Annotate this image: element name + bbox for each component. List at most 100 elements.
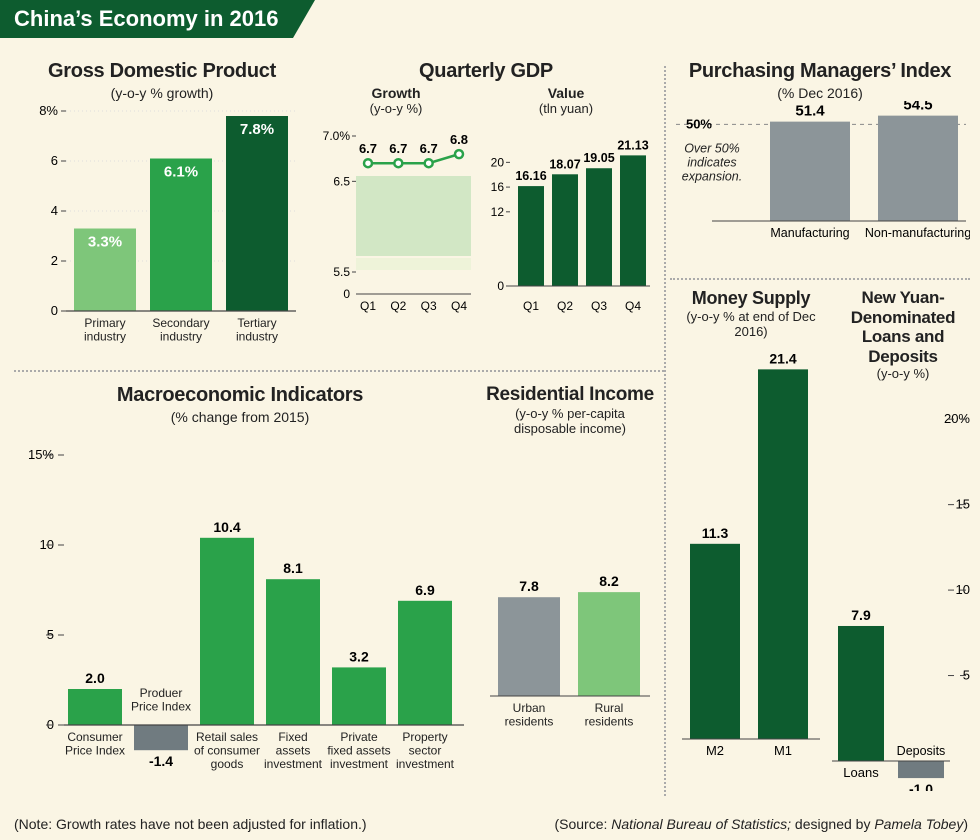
svg-text:10.4: 10.4 bbox=[213, 519, 240, 535]
svg-text:3.2: 3.2 bbox=[349, 648, 369, 664]
svg-text:M1: M1 bbox=[774, 743, 792, 758]
svg-text:Manufacturing: Manufacturing bbox=[770, 226, 849, 240]
gdp-chart: Gross Domestic Product (y-o-y % growth) … bbox=[22, 60, 302, 366]
pmi-title: Purchasing Managers’ Index bbox=[670, 60, 970, 83]
svg-text:6: 6 bbox=[51, 153, 58, 168]
svg-text:0: 0 bbox=[497, 279, 504, 293]
svg-text:21.4: 21.4 bbox=[769, 350, 796, 366]
svg-text:6.1%: 6.1% bbox=[164, 164, 198, 181]
svg-text:ConsumerPrice Index: ConsumerPrice Index bbox=[65, 730, 125, 757]
pmi-bars: 50% Over 50%indicatesexpansion. 51.4 Manufa… bbox=[670, 101, 970, 261]
macro-chart: Macroeconomic Indicators (% change from … bbox=[10, 384, 470, 800]
svg-text:Q4: Q4 bbox=[451, 299, 467, 313]
svg-text:Secondaryindustry: Secondaryindustry bbox=[152, 316, 209, 343]
qgdp-growth-line: 0 5.5 6.5 7.0% 6.7 Q1 6.7 Q2 6.7 Q3 6.8 Q4 bbox=[316, 116, 476, 334]
svg-text:16.16: 16.16 bbox=[515, 169, 546, 183]
qgdp-growth-title: Growth bbox=[316, 85, 476, 101]
svg-text:Q2: Q2 bbox=[557, 299, 573, 313]
gdp-subtitle: (y-o-y % growth) bbox=[22, 85, 302, 101]
pmi-subtitle: (% Dec 2016) bbox=[670, 85, 970, 101]
svg-text:20%: 20% bbox=[944, 411, 970, 426]
svg-text:Q2: Q2 bbox=[390, 299, 406, 313]
money-subtitle: (y-o-y % at end of Dec 2016) bbox=[676, 309, 826, 339]
svg-text:6.9: 6.9 bbox=[415, 582, 435, 598]
svg-text:6.7: 6.7 bbox=[389, 141, 407, 156]
qgdp-chart: Quarterly GDP Growth (y-o-y %) 0 5.5 6.5 7.… bbox=[316, 60, 656, 339]
qgdp-value-sub: (tln yuan) bbox=[476, 101, 656, 116]
loans-title: New Yuan-Denominated Loans and Deposits bbox=[830, 288, 976, 366]
svg-text:51.4: 51.4 bbox=[795, 103, 825, 120]
svg-text:16: 16 bbox=[491, 180, 505, 194]
qgdp-title: Quarterly GDP bbox=[316, 60, 656, 83]
res-bars: 7.8Urbanresidents8.2Ruralresidents bbox=[480, 436, 660, 746]
svg-text:6.8: 6.8 bbox=[450, 132, 468, 147]
svg-text:Q3: Q3 bbox=[421, 299, 437, 313]
svg-text:Fixedassetsinvestment: Fixedassetsinvestment bbox=[264, 730, 323, 771]
svg-text:Primaryindustry: Primaryindustry bbox=[84, 316, 126, 343]
residential-chart: Residential Income (y-o-y % per-capita d… bbox=[480, 384, 660, 751]
svg-text:Q1: Q1 bbox=[360, 299, 376, 313]
qgdp-value-bars: 012162016.16Q118.07Q219.05Q321.13Q4 bbox=[476, 116, 656, 334]
svg-text:7.8%: 7.8% bbox=[240, 121, 274, 138]
divider-v bbox=[664, 66, 666, 796]
svg-text:Urbanresidents: Urbanresidents bbox=[505, 701, 554, 728]
svg-text:6.7: 6.7 bbox=[359, 141, 377, 156]
macro-title: Macroeconomic Indicators bbox=[10, 384, 470, 407]
svg-text:8.2: 8.2 bbox=[599, 573, 619, 589]
svg-text:15: 15 bbox=[956, 497, 970, 512]
svg-text:19.05: 19.05 bbox=[583, 151, 614, 165]
svg-text:2: 2 bbox=[51, 253, 58, 268]
svg-text:20: 20 bbox=[491, 155, 505, 169]
svg-text:50%: 50% bbox=[686, 116, 712, 131]
svg-text:Loans: Loans bbox=[843, 765, 879, 780]
svg-text:Q3: Q3 bbox=[591, 299, 607, 313]
svg-text:-1.0: -1.0 bbox=[909, 781, 933, 791]
svg-text:4: 4 bbox=[51, 203, 58, 218]
svg-text:8.1: 8.1 bbox=[283, 560, 303, 576]
loans-bars: 5101520%7.9Loans-1.0Deposits bbox=[830, 381, 976, 791]
svg-text:Q1: Q1 bbox=[523, 299, 539, 313]
svg-text:21.13: 21.13 bbox=[617, 138, 648, 152]
loans-chart: New Yuan-Denominated Loans and Deposits … bbox=[830, 288, 976, 796]
svg-text:11.3: 11.3 bbox=[702, 525, 729, 541]
svg-text:7.9: 7.9 bbox=[851, 607, 871, 623]
loans-subtitle: (y-o-y %) bbox=[830, 366, 976, 381]
page-title: China’s Economy in 2016 bbox=[0, 0, 293, 38]
svg-text:ProduerPrice Index: ProduerPrice Index bbox=[131, 686, 191, 713]
svg-text:Non-manufacturing: Non-manufacturing bbox=[865, 226, 970, 240]
money-chart: Money Supply (y-o-y % at end of Dec 2016… bbox=[676, 288, 826, 774]
divider-h1 bbox=[14, 370, 664, 372]
pmi-chart: Purchasing Managers’ Index (% Dec 2016) … bbox=[670, 60, 970, 266]
qgdp-growth-sub: (y-o-y %) bbox=[316, 101, 476, 116]
macro-bars: 051015%2.0ConsumerPrice Index-1.4Produer… bbox=[10, 425, 470, 795]
svg-text:Over 50%indicatesexpansion.: Over 50%indicatesexpansion. bbox=[682, 141, 742, 183]
svg-text:3.3%: 3.3% bbox=[88, 234, 122, 251]
svg-text:5.5: 5.5 bbox=[333, 265, 350, 279]
footer-note: (Note: Growth rates have not been adjust… bbox=[14, 816, 367, 832]
svg-text:M2: M2 bbox=[706, 743, 724, 758]
res-subtitle: (y-o-y % per-capita disposable income) bbox=[480, 406, 660, 436]
svg-text:6.5: 6.5 bbox=[333, 174, 350, 188]
svg-text:2.0: 2.0 bbox=[85, 670, 105, 686]
svg-text:Retail salesof consumergoods: Retail salesof consumergoods bbox=[194, 730, 260, 771]
qgdp-value-title: Value bbox=[476, 85, 656, 101]
res-title-a: Residential Income bbox=[480, 384, 660, 406]
money-title: Money Supply bbox=[676, 288, 826, 309]
page-title-text: China’s Economy in 2016 bbox=[14, 6, 279, 31]
svg-text:0: 0 bbox=[343, 287, 350, 301]
svg-text:Q4: Q4 bbox=[625, 299, 641, 313]
macro-subtitle: (% change from 2015) bbox=[10, 409, 470, 425]
gdp-title: Gross Domestic Product bbox=[22, 60, 302, 83]
footer-source: (Source: National Bureau of Statistics; … bbox=[554, 816, 968, 832]
svg-text:Privatefixed assetsinvestment: Privatefixed assetsinvestment bbox=[327, 730, 390, 771]
svg-text:-1.4: -1.4 bbox=[149, 753, 173, 769]
money-bars: 11.3 M2 21.4 M1 bbox=[676, 339, 826, 769]
svg-text:12: 12 bbox=[491, 205, 505, 219]
svg-text:6.7: 6.7 bbox=[420, 141, 438, 156]
svg-text:8%: 8% bbox=[39, 103, 58, 118]
svg-text:Ruralresidents: Ruralresidents bbox=[585, 701, 634, 728]
svg-text:Deposits: Deposits bbox=[897, 744, 946, 758]
svg-text:7.0%: 7.0% bbox=[323, 129, 351, 143]
divider-h2 bbox=[670, 278, 970, 280]
svg-text:54.5: 54.5 bbox=[903, 101, 932, 114]
